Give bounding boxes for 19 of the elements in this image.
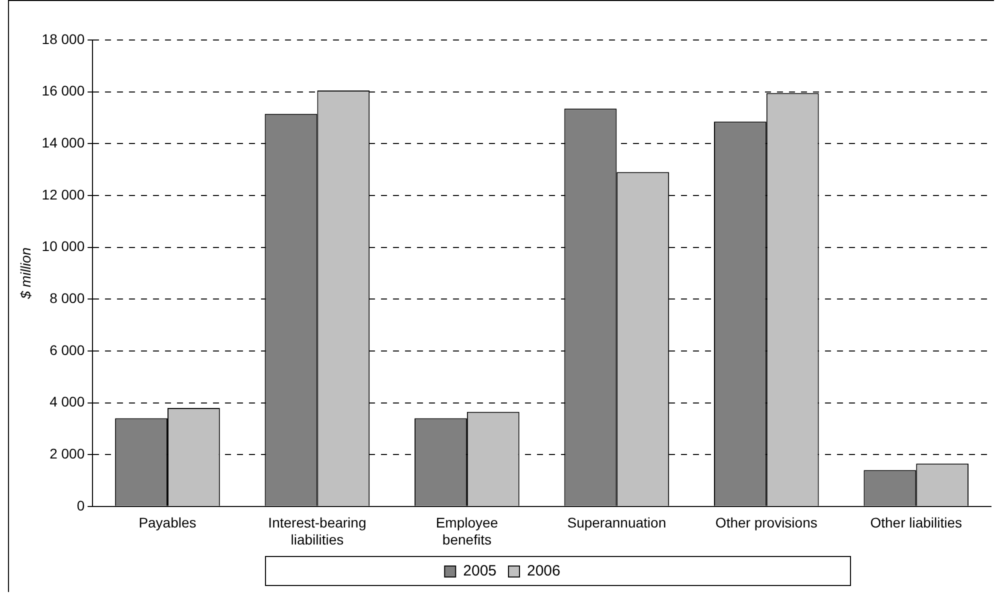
x-tick-label: Payables — [138, 514, 196, 531]
y-tick-label: 0 — [76, 497, 85, 514]
x-tick-label: Interest-bearing liabilities — [268, 514, 366, 548]
y-tick-label: 14 000 — [42, 134, 85, 151]
legend-label: 2006 — [527, 562, 560, 580]
y-tick-label: 12 000 — [42, 186, 85, 202]
legend-label: 2005 — [463, 562, 497, 580]
y-tick-label: 4 000 — [50, 394, 85, 410]
y-tick-label: 16 000 — [42, 82, 85, 99]
y-axis-title: $ million — [17, 247, 34, 300]
y-tick-label: 18 000 — [42, 30, 85, 47]
x-tick-label: Other liabilities — [870, 514, 962, 531]
y-tick-label: 2 000 — [50, 445, 85, 462]
x-tick-label: Employee benefits — [436, 514, 498, 548]
y-tick-label: 6 000 — [50, 342, 85, 358]
y-tick-label: 8 000 — [50, 290, 85, 306]
y-tick-label: 10 000 — [42, 238, 85, 254]
x-tick-label: Superannuation — [567, 514, 666, 531]
x-tick-label: Other provisions — [715, 514, 818, 531]
